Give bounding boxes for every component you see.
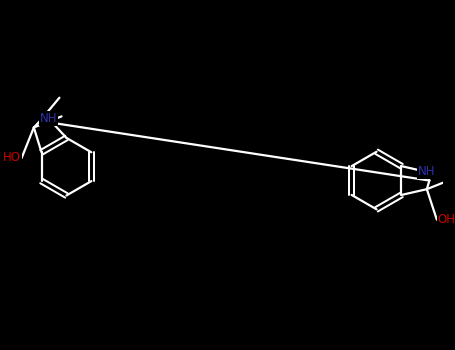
Text: NH: NH [40,112,57,125]
Text: OH: OH [438,213,455,226]
Text: HO: HO [3,152,20,164]
Text: NH: NH [418,166,435,178]
